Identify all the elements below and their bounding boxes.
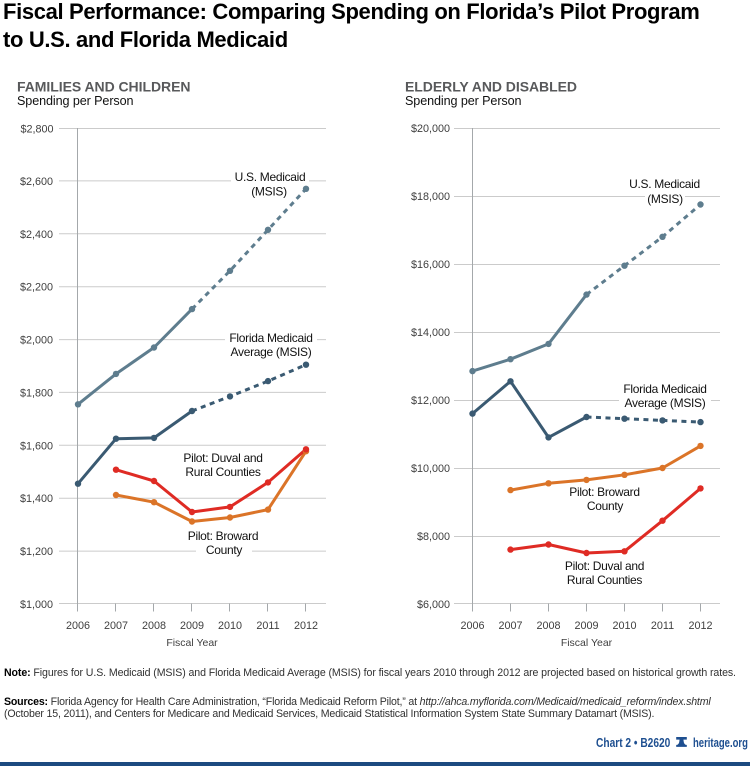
svg-text:(MSIS): (MSIS) (647, 192, 683, 206)
svg-text:2009: 2009 (574, 620, 598, 632)
svg-text:$2,200: $2,200 (20, 282, 53, 294)
svg-text:Average (MSIS): Average (MSIS) (231, 345, 312, 359)
svg-text:Florida Medicaid: Florida Medicaid (623, 382, 706, 396)
svg-text:$1,000: $1,000 (20, 599, 53, 611)
svg-text:2006: 2006 (66, 620, 90, 632)
svg-text:$10,000: $10,000 (411, 463, 450, 475)
svg-text:2012: 2012 (294, 620, 318, 632)
svg-text:$2,000: $2,000 (20, 335, 53, 347)
svg-text:2010: 2010 (218, 620, 242, 632)
svg-text:2011: 2011 (256, 620, 279, 632)
svg-text:$2,600: $2,600 (20, 176, 53, 188)
svg-text:Florida Medicaid: Florida Medicaid (229, 331, 312, 345)
svg-text:U.S. Medicaid: U.S. Medicaid (235, 170, 306, 184)
svg-text:Pilot: Duval and: Pilot: Duval and (183, 451, 262, 465)
svg-text:2011: 2011 (651, 620, 674, 632)
svg-text:(MSIS): (MSIS) (251, 185, 287, 199)
svg-text:Spending per Person: Spending per Person (17, 94, 134, 108)
svg-text:County: County (206, 543, 243, 557)
svg-text:FAMILIES AND CHILDREN: FAMILIES AND CHILDREN (17, 79, 190, 95)
svg-text:Pilot: Broward: Pilot: Broward (569, 485, 640, 499)
svg-text:$1,400: $1,400 (20, 493, 53, 505)
svg-text:2009: 2009 (180, 620, 204, 632)
svg-text:$1,800: $1,800 (20, 387, 53, 399)
svg-text:2010: 2010 (612, 620, 636, 632)
svg-text:2008: 2008 (536, 620, 560, 632)
svg-text:Pilot: Broward: Pilot: Broward (188, 529, 259, 543)
svg-text:Rural Counties: Rural Counties (185, 465, 260, 479)
svg-text:Spending per Person: Spending per Person (405, 94, 522, 108)
svg-text:Average (MSIS): Average (MSIS) (625, 396, 706, 410)
svg-text:U.S. Medicaid: U.S. Medicaid (629, 177, 700, 191)
svg-text:Rural Counties: Rural Counties (567, 573, 642, 587)
svg-text:$1,600: $1,600 (20, 440, 53, 452)
svg-text:$20,000: $20,000 (411, 123, 450, 135)
svg-text:2008: 2008 (142, 620, 166, 632)
svg-text:2007: 2007 (104, 620, 128, 632)
svg-text:Fiscal Year: Fiscal Year (561, 637, 613, 649)
svg-text:2007: 2007 (498, 620, 522, 632)
svg-text:$6,000: $6,000 (417, 599, 450, 611)
svg-text:$18,000: $18,000 (411, 191, 450, 203)
svg-text:ELDERLY AND DISABLED: ELDERLY AND DISABLED (405, 79, 577, 95)
svg-text:$2,400: $2,400 (20, 229, 53, 241)
svg-text:Pilot: Duval and: Pilot: Duval and (565, 559, 644, 573)
svg-text:County: County (587, 499, 624, 513)
svg-text:$12,000: $12,000 (411, 395, 450, 407)
svg-text:$2,800: $2,800 (20, 124, 53, 136)
svg-text:$8,000: $8,000 (417, 531, 450, 543)
svg-text:2012: 2012 (688, 620, 712, 632)
svg-text:Fiscal Year: Fiscal Year (166, 637, 218, 649)
svg-text:2006: 2006 (460, 620, 484, 632)
svg-text:$16,000: $16,000 (411, 259, 450, 271)
svg-text:$1,200: $1,200 (20, 546, 53, 558)
svg-text:$14,000: $14,000 (411, 327, 450, 339)
